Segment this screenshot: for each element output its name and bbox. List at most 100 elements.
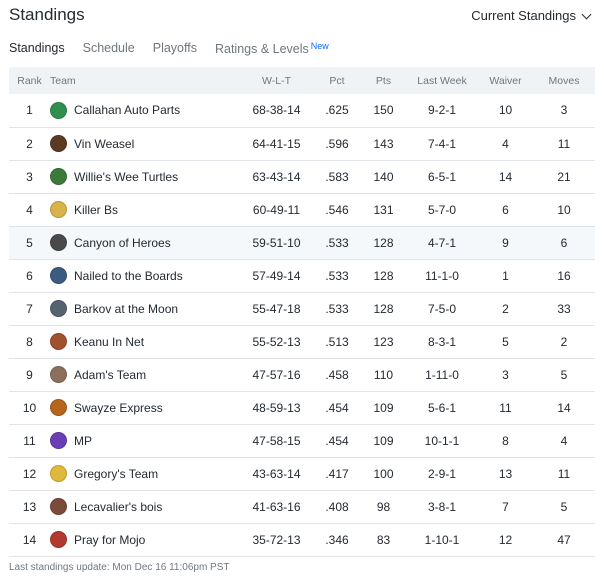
rank-cell: 9 [26, 367, 33, 382]
team-avatar[interactable] [50, 234, 67, 251]
column-header-moves[interactable]: Moves [548, 74, 580, 87]
pct-cell: .454 [325, 433, 349, 448]
pct-cell: .583 [325, 169, 349, 184]
moves-cell: 14 [557, 400, 571, 415]
tab-ratings-levels[interactable]: Ratings & Levels New [214, 41, 329, 56]
moves-cell: 5 [560, 367, 568, 382]
wlt-cell: 47-58-15 [252, 433, 301, 448]
team-avatar[interactable] [50, 101, 67, 119]
team-link[interactable]: Killer Bs [50, 201, 240, 218]
team-name[interactable]: Nailed to the Boards [74, 268, 183, 283]
team-link[interactable]: Vin Weasel [50, 135, 240, 152]
pct-cell: .533 [325, 301, 349, 316]
moves-cell: 11 [557, 466, 571, 481]
column-header-pct[interactable]: Pct [329, 74, 345, 87]
team-avatar[interactable] [50, 465, 67, 482]
team-avatar[interactable] [50, 399, 67, 416]
team-name[interactable]: Willie's Wee Turtles [74, 169, 179, 184]
team-name[interactable]: Vin Weasel [74, 136, 135, 151]
team-name[interactable]: Gregory's Team [74, 466, 159, 481]
team-name[interactable]: Swayze Express [74, 400, 163, 415]
last-week-cell: 6-5-1 [427, 169, 456, 184]
team-name[interactable]: Canyon of Heroes [74, 235, 171, 250]
team-avatar[interactable] [50, 300, 67, 317]
team-link[interactable]: Canyon of Heroes [50, 234, 240, 251]
team-name[interactable]: Lecavalier's bois [74, 499, 163, 514]
team-link[interactable]: Willie's Wee Turtles [50, 168, 240, 185]
pts-cell: 109 [373, 400, 394, 415]
pts-cell: 123 [373, 334, 394, 349]
moves-cell: 5 [560, 499, 568, 514]
moves-cell: 10 [557, 202, 571, 217]
team-avatar[interactable] [50, 168, 67, 185]
tab-schedule[interactable]: Schedule [82, 41, 135, 55]
moves-cell: 6 [560, 235, 568, 250]
tab-playoffs[interactable]: Playoffs [152, 41, 197, 55]
pct-cell: .596 [325, 136, 349, 151]
standings-view-dropdown[interactable]: Current Standings [471, 8, 592, 23]
table-row: 4 Killer Bs 60-49-11 .546 131 5-7-0 6 10 [9, 193, 595, 226]
waiver-cell: 3 [502, 367, 509, 382]
wlt-cell: 43-63-14 [252, 466, 301, 481]
last-week-cell: 5-7-0 [427, 202, 456, 217]
moves-cell: 11 [557, 136, 571, 151]
team-avatar[interactable] [50, 201, 67, 218]
team-name[interactable]: MP [74, 433, 92, 448]
team-name[interactable]: Keanu In Net [74, 334, 145, 349]
team-name[interactable]: Adam's Team [74, 367, 147, 382]
team-avatar[interactable] [50, 267, 67, 284]
team-avatar[interactable] [50, 333, 67, 350]
team-name[interactable]: Barkov at the Moon [74, 301, 179, 316]
team-avatar[interactable] [50, 366, 67, 383]
last-week-cell: 8-3-1 [427, 334, 456, 349]
team-link[interactable]: Nailed to the Boards [50, 267, 240, 284]
team-name[interactable]: Callahan Auto Parts [74, 103, 181, 118]
team-avatar[interactable] [50, 135, 67, 152]
column-header-wlt[interactable]: W-L-T [262, 74, 291, 87]
column-header-pts[interactable]: Pts [375, 74, 392, 87]
rank-cell: 2 [26, 136, 33, 151]
team-link[interactable]: Callahan Auto Parts [50, 101, 240, 119]
team-cell: Swayze Express [50, 391, 240, 424]
column-header-team[interactable]: Team [50, 74, 76, 87]
pts-cell: 140 [373, 169, 394, 184]
team-avatar[interactable] [50, 432, 67, 449]
tab-standings[interactable]: Standings [9, 41, 65, 55]
team-cell: Adam's Team [50, 358, 240, 391]
moves-cell: 33 [557, 301, 571, 316]
team-cell: Willie's Wee Turtles [50, 160, 240, 193]
last-week-cell: 9-2-1 [427, 103, 456, 118]
rank-cell: 4 [26, 202, 33, 217]
last-week-cell: 10-1-1 [424, 433, 460, 448]
team-avatar[interactable] [50, 498, 67, 515]
column-header-last-week[interactable]: Last Week [417, 74, 467, 87]
dropdown-label: Current Standings [471, 8, 576, 23]
team-name[interactable]: Pray for Mojo [74, 532, 146, 547]
column-header-waiver[interactable]: Waiver [489, 74, 522, 87]
team-link[interactable]: Swayze Express [50, 399, 240, 416]
team-link[interactable]: MP [50, 432, 240, 449]
wlt-cell: 68-38-14 [252, 103, 301, 118]
moves-cell: 21 [557, 169, 571, 184]
wlt-cell: 47-57-16 [252, 367, 301, 382]
chevron-down-icon [581, 9, 592, 19]
standings-table-container: Rank Team W-L-T Pct Pts Last Week Waiver… [9, 67, 595, 557]
team-link[interactable]: Keanu In Net [50, 333, 240, 350]
last-week-cell: 4-7-1 [427, 235, 456, 250]
team-link[interactable]: Pray for Mojo [50, 531, 240, 548]
team-cell: Keanu In Net [50, 325, 240, 358]
last-week-cell: 11-1-0 [425, 268, 459, 283]
pts-cell: 128 [373, 235, 394, 250]
pts-cell: 150 [373, 103, 394, 118]
column-header-rank[interactable]: Rank [17, 74, 42, 87]
team-link[interactable]: Lecavalier's bois [50, 498, 240, 515]
team-link[interactable]: Barkov at the Moon [50, 300, 240, 317]
waiver-cell: 7 [502, 499, 509, 514]
rank-cell: 7 [26, 301, 33, 316]
team-name[interactable]: Killer Bs [74, 202, 119, 217]
table-row: 8 Keanu In Net 55-52-13 .513 123 8-3-1 5 2 [9, 325, 595, 358]
team-avatar[interactable] [50, 531, 67, 548]
moves-cell: 47 [557, 532, 571, 547]
team-link[interactable]: Adam's Team [50, 366, 240, 383]
team-link[interactable]: Gregory's Team [50, 465, 240, 482]
